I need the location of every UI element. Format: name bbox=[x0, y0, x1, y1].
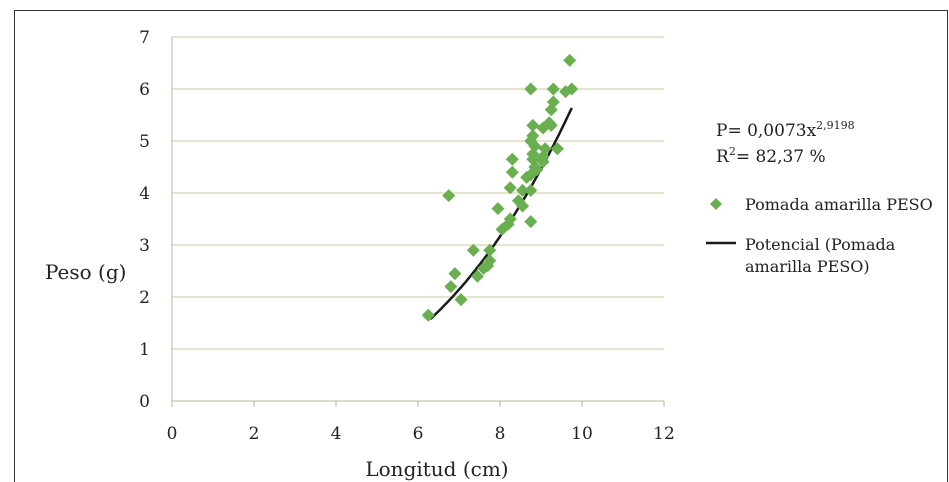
x-tick-label: 6 bbox=[413, 424, 424, 444]
x-axis-title: Longitud (cm) bbox=[365, 457, 508, 481]
data-point bbox=[505, 165, 519, 179]
x-tick-label: 10 bbox=[571, 424, 593, 444]
axes bbox=[171, 37, 665, 407]
x-tick-label: 4 bbox=[331, 424, 342, 444]
y-tick-label: 0 bbox=[139, 392, 150, 412]
svg-text:R2= 82,37 %: R2= 82,37 % bbox=[716, 145, 826, 167]
legend-diamond-icon bbox=[710, 198, 722, 210]
y-axis-title: Peso (g) bbox=[45, 260, 126, 284]
data-point bbox=[550, 142, 564, 156]
y-tick-label: 5 bbox=[139, 132, 150, 152]
chart-frame bbox=[14, 10, 948, 482]
data-point bbox=[516, 199, 530, 213]
data-point bbox=[544, 118, 558, 132]
y-tick-label: 2 bbox=[139, 288, 150, 308]
data-point bbox=[524, 82, 538, 96]
svg-text:P= 0,0073x2,9198: P= 0,0073x2,9198 bbox=[716, 119, 855, 141]
data-point bbox=[526, 118, 540, 132]
x-tick-label: 0 bbox=[167, 424, 178, 444]
y-tick-label: 3 bbox=[139, 236, 150, 256]
data-point bbox=[454, 293, 468, 307]
data-point bbox=[503, 181, 517, 195]
data-point bbox=[524, 183, 538, 197]
x-tick-label: 12 bbox=[653, 424, 675, 444]
data-point bbox=[483, 243, 497, 257]
legend-label-points: Pomada amarilla PESO bbox=[745, 195, 933, 214]
legend-label-trendline-line2: amarilla PESO) bbox=[745, 257, 870, 276]
equation-annotation: P= 0,0073x2,9198 R2= 82,37 % bbox=[716, 119, 855, 167]
data-point bbox=[565, 82, 579, 96]
equation-base: P= 0,0073x bbox=[716, 121, 817, 141]
data-point bbox=[546, 82, 560, 96]
y-tick-label: 1 bbox=[139, 340, 150, 360]
data-point bbox=[503, 212, 517, 226]
legend-item-points: Pomada amarilla PESO bbox=[710, 195, 933, 214]
y-tick-label: 4 bbox=[139, 184, 150, 204]
data-point bbox=[483, 254, 497, 268]
legend-label-trendline-line1: Potencial (Pomada bbox=[745, 235, 896, 254]
data-point bbox=[466, 243, 480, 257]
r2-exponent: 2 bbox=[729, 145, 736, 158]
data-point bbox=[516, 183, 530, 197]
x-tick-label: 2 bbox=[249, 424, 260, 444]
gridlines bbox=[172, 36, 664, 350]
x-tick-label: 8 bbox=[495, 424, 506, 444]
equation-exponent: 2,9198 bbox=[816, 119, 855, 132]
data-point bbox=[442, 189, 456, 203]
data-point bbox=[546, 95, 560, 109]
data-point bbox=[563, 53, 577, 67]
data-point bbox=[470, 269, 484, 283]
r2-base: R bbox=[716, 147, 730, 167]
legend: Pomada amarilla PESO Potencial (Pomada a… bbox=[706, 195, 933, 276]
data-point bbox=[530, 163, 544, 177]
legend-item-trendline: Potencial (Pomada amarilla PESO) bbox=[706, 235, 896, 276]
data-point bbox=[448, 267, 462, 281]
data-point bbox=[524, 215, 538, 229]
data-point bbox=[421, 308, 435, 322]
data-points bbox=[421, 53, 579, 322]
data-point bbox=[444, 280, 458, 294]
y-tick-labels: 0 1 2 3 4 5 6 7 bbox=[139, 28, 150, 412]
data-point bbox=[491, 202, 505, 216]
r2-value: = 82,37 % bbox=[736, 147, 826, 167]
data-point bbox=[538, 142, 552, 156]
y-tick-label: 7 bbox=[139, 28, 150, 48]
data-point bbox=[526, 129, 540, 143]
data-point bbox=[505, 152, 519, 166]
x-tick-labels: 0 2 4 6 8 10 12 bbox=[167, 424, 675, 444]
y-tick-label: 6 bbox=[139, 80, 150, 100]
